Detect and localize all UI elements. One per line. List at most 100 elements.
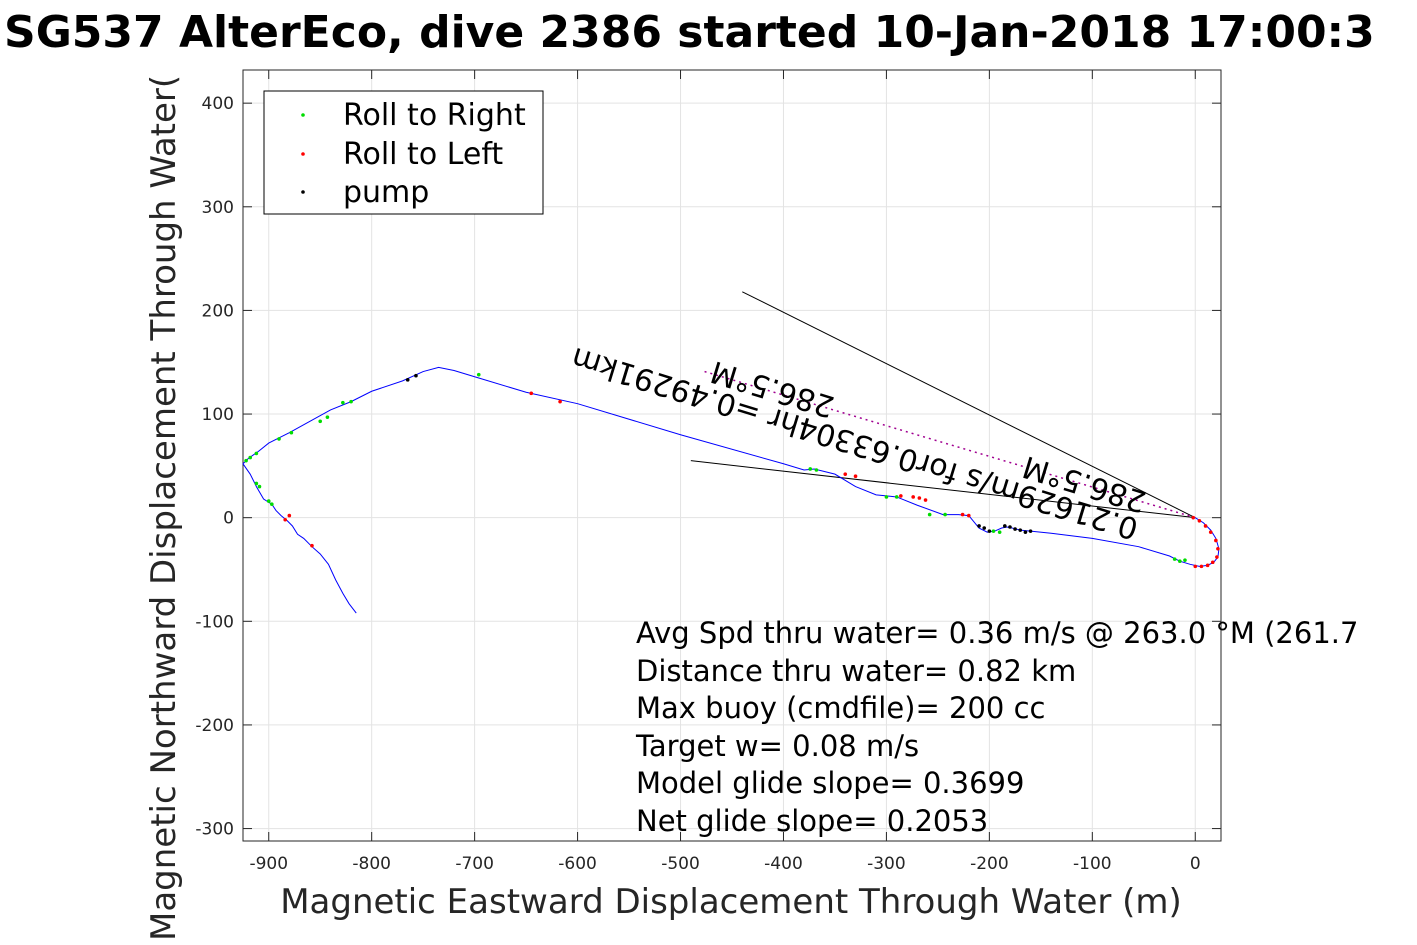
- plot-frame: [242, 69, 1222, 842]
- y-tick-label: 0: [223, 509, 234, 529]
- y-tick-label: 200: [202, 301, 234, 321]
- legend-label-pump: pump: [343, 175, 429, 210]
- legend-label-roll-left: Roll to Left: [343, 137, 503, 172]
- roll-right-point: [927, 512, 932, 517]
- roll-right-point: [266, 499, 271, 503]
- roll-right-point: [318, 419, 323, 424]
- y-tick-label: 100: [202, 405, 234, 425]
- stat-distance: Distance thru water= 0.82 km: [636, 654, 1076, 688]
- roll-left-point: [310, 543, 314, 548]
- y-tick-label: -300: [195, 820, 234, 840]
- roll-left-point: [1215, 555, 1219, 559]
- roll-right-point: [244, 458, 248, 463]
- roll-right-point: [270, 502, 274, 507]
- roll-left-point: [1199, 564, 1204, 569]
- pump-point: [414, 373, 418, 378]
- roll-right-point: [1178, 559, 1182, 564]
- roll-right-point: [277, 437, 281, 441]
- roll-left-point: [1191, 515, 1196, 520]
- y-tick-label: 300: [202, 198, 234, 218]
- roll-right-point: [349, 399, 353, 404]
- pump-point: [1018, 528, 1023, 532]
- roll-right-point: [341, 400, 345, 405]
- roll-right-point: [1172, 557, 1177, 561]
- x-tick-label: -800: [352, 854, 391, 874]
- roll-right-point: [476, 372, 481, 377]
- heading-line-b: [690, 460, 1196, 519]
- legend: Roll to Right Roll to Left pump: [263, 90, 544, 215]
- roll-left-point: [917, 496, 922, 500]
- roll-right-point: [325, 415, 330, 419]
- roll-left-point: [1208, 530, 1213, 534]
- roll-left-point: [1214, 538, 1218, 543]
- legend-marker-roll-left: [301, 152, 305, 156]
- heading-line-dashed: [700, 369, 1196, 519]
- roll-right-point: [814, 468, 819, 472]
- stat-net-glide-slope: Net glide slope= 0.2053: [636, 804, 988, 838]
- legend-label-roll-right: Roll to Right: [343, 98, 526, 133]
- roll-left-point: [283, 517, 288, 522]
- pump-point: [977, 524, 981, 528]
- roll-right-point: [943, 512, 947, 517]
- roll-left-point: [558, 399, 562, 404]
- x-tick-label: -200: [970, 854, 1009, 874]
- y-tick-label: -200: [195, 716, 234, 736]
- x-tick-label: -400: [764, 854, 803, 874]
- pump-point: [405, 378, 410, 382]
- y-axis-label: Magnetic Northward Displacement Through …: [144, 75, 184, 941]
- roll-right-point: [254, 451, 259, 456]
- pump-point: [1023, 530, 1028, 534]
- stat-model-glide-slope: Model glide slope= 0.3699: [636, 766, 1024, 800]
- roll-right-point: [894, 495, 899, 499]
- roll-left-point: [966, 513, 971, 518]
- x-tick-label: -300: [867, 854, 906, 874]
- x-tick-label: -100: [1073, 854, 1112, 874]
- stat-max-buoy: Max buoy (cmdfile)= 200 cc: [636, 691, 1045, 725]
- roll-left-point: [960, 512, 965, 517]
- heading-line-a: [742, 291, 1196, 519]
- x-tick-label: -600: [558, 854, 597, 874]
- roll-right-point: [248, 455, 253, 460]
- roll-right-point: [254, 481, 259, 486]
- track-layer: [242, 291, 1220, 614]
- roll-left-point: [843, 472, 848, 476]
- roll-left-point: [899, 494, 903, 498]
- roll-right-point: [257, 484, 262, 489]
- axis-ticks: -900 -800 -700 -600 -500 -400 -300 -200 -100 0 -30…: [195, 70, 1221, 874]
- legend-box: [263, 90, 544, 215]
- pump-point: [982, 526, 987, 530]
- y-tick-label: -100: [195, 612, 234, 632]
- roll-left-point: [1193, 564, 1198, 569]
- roll-left-point: [1216, 546, 1220, 551]
- x-tick-label: -500: [661, 854, 700, 874]
- roll-left-point: [1210, 560, 1215, 565]
- legend-marker-pump: [301, 190, 305, 194]
- pump-point: [1008, 525, 1012, 529]
- x-tick-label: -900: [249, 854, 288, 874]
- roll-right-point: [1183, 558, 1187, 562]
- roll-left-point: [287, 513, 292, 518]
- x-axis-label: Magnetic Eastward Displacement Through W…: [280, 882, 1182, 922]
- grid-lines: [243, 70, 1221, 841]
- y-tick-label: 400: [202, 94, 234, 114]
- roll-left-point: [1197, 518, 1202, 523]
- stats-block: Avg Spd thru water= 0.36 m/s @ 263.0 °M …: [635, 616, 1358, 838]
- pump-point: [1028, 529, 1033, 533]
- roll-left-point: [923, 498, 928, 502]
- track-line: [242, 366, 1220, 614]
- roll-right-point: [808, 467, 813, 471]
- heading-label-b: 0.21629m/s for0.63304hr =0.49291km: [567, 340, 1142, 546]
- roll-left-point: [853, 474, 858, 479]
- pump-point: [1013, 527, 1017, 531]
- stat-target-w: Target w= 0.08 m/s: [635, 729, 919, 763]
- roll-right-point: [289, 430, 294, 435]
- stat-avg-speed: Avg Spd thru water= 0.36 m/s @ 263.0 °M …: [636, 616, 1358, 650]
- pump-point: [987, 529, 992, 533]
- roll-left-point: [1203, 524, 1208, 528]
- roll-left-point: [1205, 563, 1210, 568]
- roll-right-point: [991, 529, 996, 533]
- roll-right-point: [997, 530, 1002, 534]
- x-tick-label: -700: [455, 854, 494, 874]
- x-tick-label: 0: [1190, 854, 1201, 874]
